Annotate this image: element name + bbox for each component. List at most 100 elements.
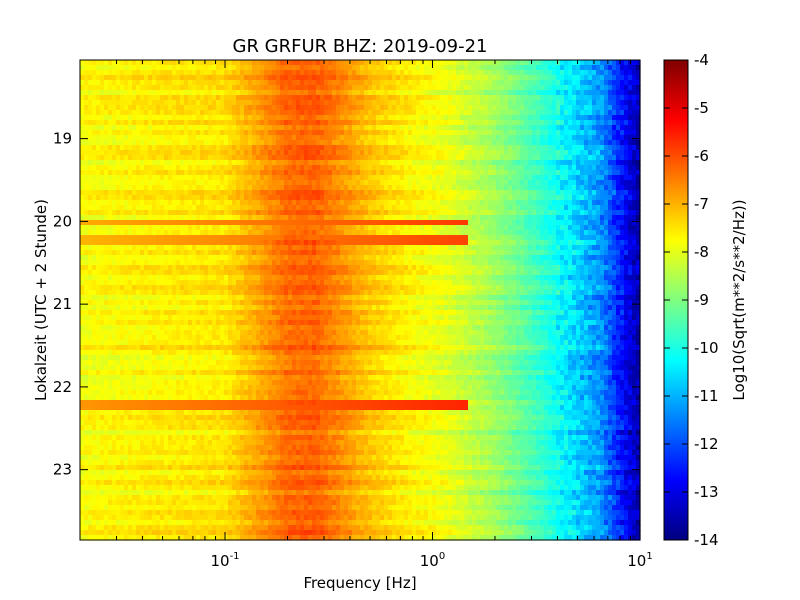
heatmap-cell — [360, 210, 365, 216]
heatmap-cell — [492, 170, 497, 176]
heatmap-cell — [308, 155, 313, 161]
heatmap-cell — [584, 105, 589, 111]
heatmap-cell — [196, 90, 201, 96]
heatmap-cell — [596, 165, 601, 171]
heatmap-cell — [276, 60, 281, 66]
heatmap-cell — [580, 185, 585, 191]
heatmap-cell — [300, 135, 305, 141]
heatmap-cell — [176, 155, 181, 161]
heatmap-cell — [256, 115, 261, 121]
heatmap-cell — [392, 165, 397, 171]
heatmap-cell — [204, 75, 209, 81]
heatmap-cell — [308, 65, 313, 71]
heatmap-cell — [348, 115, 353, 121]
heatmap-cell — [184, 165, 189, 171]
heatmap-cell — [500, 210, 505, 216]
heatmap-cell — [504, 205, 509, 211]
heatmap-cell — [300, 120, 305, 126]
heatmap-cell — [276, 175, 281, 181]
heatmap-cell — [584, 210, 589, 216]
heatmap-cell — [548, 60, 553, 66]
heatmap-cell — [292, 75, 297, 81]
heatmap-cell — [612, 135, 617, 141]
heatmap-cell — [88, 95, 93, 101]
heatmap-cell — [124, 120, 129, 126]
heatmap-cell — [224, 115, 229, 121]
heatmap-cell — [312, 95, 317, 101]
heatmap-cell — [520, 105, 525, 111]
heatmap-cell — [88, 145, 93, 151]
heatmap-cell — [288, 110, 293, 116]
heatmap-cell — [300, 185, 305, 191]
heatmap-cell — [428, 105, 433, 111]
heatmap-cell — [524, 190, 529, 196]
heatmap-cell — [400, 155, 405, 161]
heatmap-cell — [324, 145, 329, 151]
heatmap-cell — [96, 220, 101, 226]
heatmap-cell — [460, 190, 465, 196]
heatmap-cell — [608, 105, 613, 111]
heatmap-cell — [164, 60, 169, 66]
heatmap-cell — [248, 175, 253, 181]
heatmap-cell — [504, 70, 509, 76]
heatmap-cell — [588, 90, 593, 96]
heatmap-cell — [280, 70, 285, 76]
heatmap-cell — [488, 215, 493, 221]
heatmap-cell — [400, 130, 405, 136]
heatmap-cell — [316, 185, 321, 191]
heatmap-cell — [148, 160, 153, 166]
heatmap-cell — [544, 200, 549, 206]
heatmap-cell — [560, 140, 565, 146]
heatmap-cell — [200, 125, 205, 131]
heatmap-cell — [324, 60, 329, 66]
heatmap-cell — [328, 160, 333, 166]
heatmap-cell — [416, 195, 421, 201]
heatmap-cell — [476, 210, 481, 216]
heatmap-cell — [424, 65, 429, 71]
heatmap-cell — [580, 85, 585, 91]
heatmap-cell — [160, 230, 165, 236]
heatmap-cell — [120, 130, 125, 136]
heatmap-cell — [312, 135, 317, 141]
heatmap-cell — [448, 105, 453, 111]
heatmap-cell — [304, 60, 309, 66]
heatmap-cell — [560, 100, 565, 106]
heatmap-cell — [624, 180, 629, 186]
heatmap-cell — [452, 85, 457, 91]
heatmap-cell — [268, 100, 273, 106]
heatmap-cell — [580, 215, 585, 221]
heatmap-cell — [580, 120, 585, 126]
heatmap-cell — [472, 180, 477, 186]
heatmap-cell — [184, 190, 189, 196]
heatmap-cell — [352, 120, 357, 126]
heatmap-cell — [548, 165, 553, 171]
heatmap-cell — [576, 65, 581, 71]
heatmap-cell — [376, 100, 381, 106]
heatmap-cell — [404, 210, 409, 216]
heatmap-cell — [500, 60, 505, 66]
heatmap-cell — [136, 145, 141, 151]
heatmap-cell — [568, 185, 573, 191]
heatmap-cell — [112, 220, 117, 226]
heatmap-cell — [428, 125, 433, 131]
heatmap-cell — [188, 115, 193, 121]
heatmap-cell — [484, 150, 489, 156]
heatmap-cell — [244, 215, 249, 221]
heatmap-cell — [572, 130, 577, 136]
heatmap-cell — [576, 60, 581, 66]
heatmap-cell — [612, 195, 617, 201]
heatmap-cell — [192, 190, 197, 196]
heatmap-cell — [132, 230, 137, 236]
heatmap-cell — [244, 160, 249, 166]
heatmap-cell — [416, 225, 421, 231]
heatmap-cell — [324, 70, 329, 76]
heatmap-cell — [272, 160, 277, 166]
heatmap-cell — [336, 95, 341, 101]
heatmap-cell — [568, 135, 573, 141]
heatmap-cell — [456, 75, 461, 81]
heatmap-cell — [516, 125, 521, 131]
heatmap-cell — [136, 75, 141, 81]
heatmap-cell — [440, 185, 445, 191]
heatmap-cell — [216, 110, 221, 116]
heatmap-cell — [536, 140, 541, 146]
